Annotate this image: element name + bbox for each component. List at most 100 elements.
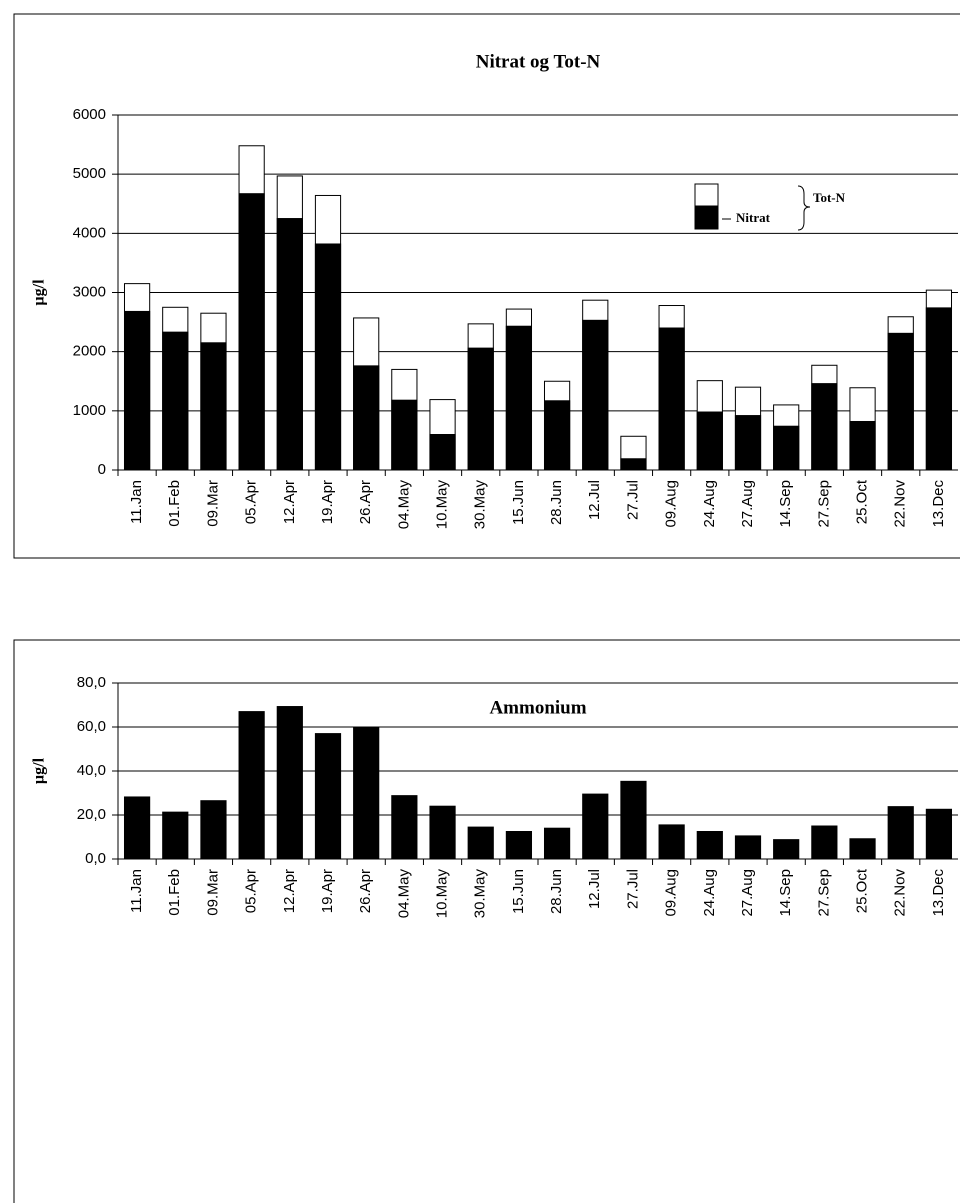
x-tick-label: 25.Oct (854, 868, 871, 913)
x-tick-label: 09.Mar (204, 869, 221, 916)
bar (505, 831, 533, 860)
bar (467, 826, 494, 860)
x-tick-label: 26.Apr (357, 480, 374, 524)
x-tick-label: 27.Sep (815, 480, 832, 528)
bar (353, 365, 380, 471)
x-tick-label: 14.Sep (777, 869, 794, 917)
bar (200, 342, 227, 471)
x-tick-label: 27.Sep (815, 869, 832, 917)
bar (429, 805, 456, 860)
x-tick-label: 27.Jul (624, 869, 641, 909)
bar (620, 780, 647, 860)
x-tick-label: 15.Jun (510, 869, 527, 914)
bar (238, 193, 265, 471)
x-tick-label: 24.Aug (701, 869, 718, 917)
y-tick-label: 0 (98, 461, 106, 478)
legend-brace (797, 185, 811, 231)
bar (200, 800, 227, 860)
x-tick-label: 10.May (434, 869, 451, 919)
x-tick-label: 14.Sep (777, 480, 794, 528)
x-tick-label: 04.May (395, 480, 412, 530)
x-tick-label: 25.Oct (854, 479, 871, 524)
chart-title: Nitrat og Tot-N (476, 51, 601, 72)
x-tick-label: 30.May (472, 480, 489, 530)
y-tick-label: 1000 (73, 402, 106, 419)
legend-swatch (694, 183, 719, 207)
legend-swatch (694, 206, 719, 230)
x-tick-label: 24.Aug (701, 480, 718, 528)
x-tick-label: 05.Apr (243, 869, 260, 913)
bar (887, 806, 914, 860)
y-tick-label: 4000 (73, 224, 106, 241)
bar (391, 795, 418, 860)
x-tick-label: 19.Apr (319, 869, 336, 913)
bar (276, 706, 303, 860)
bar (696, 411, 723, 471)
x-tick-label: 11.Jan (128, 480, 145, 524)
bar (391, 399, 418, 471)
y-tick-label: 40,0 (77, 762, 106, 779)
bar (696, 831, 723, 860)
bar (123, 796, 151, 860)
x-tick-label: 12.Jul (586, 869, 603, 909)
x-tick-label: 13.Dec (930, 480, 947, 528)
x-tick-label: 28.Jun (548, 480, 565, 525)
chart-frame (13, 639, 960, 1203)
bar (543, 827, 571, 860)
bar (658, 327, 685, 471)
x-tick-label: 01.Feb (166, 869, 183, 916)
bar (238, 711, 265, 860)
x-tick-label: 22.Nov (892, 869, 909, 917)
y-tick-label: 60,0 (77, 718, 106, 735)
x-tick-label: 27.Aug (739, 869, 756, 917)
bar (314, 733, 342, 860)
bar (849, 838, 876, 860)
bar (773, 425, 800, 471)
chart-title: Ammonium (489, 697, 586, 718)
bar (887, 332, 914, 471)
y-tick-label: 5000 (73, 165, 106, 182)
bar (925, 808, 953, 860)
bar (620, 458, 647, 471)
bar (734, 415, 762, 471)
bar (811, 825, 838, 860)
x-tick-label: 26.Apr (357, 869, 374, 913)
bar (582, 319, 609, 471)
bar (849, 420, 876, 471)
x-tick-label: 28.Jun (548, 869, 565, 914)
x-tick-label: 05.Apr (243, 480, 260, 524)
legend-label: Nitrat (736, 210, 771, 225)
y-axis-label: µg/l (31, 279, 48, 306)
chart-frame (13, 13, 960, 559)
y-tick-label: 2000 (73, 343, 106, 360)
bar (505, 325, 533, 471)
bar (429, 434, 456, 471)
bar (162, 811, 189, 860)
x-tick-label: 09.Aug (663, 480, 680, 528)
x-tick-label: 11.Jan (128, 869, 145, 913)
x-tick-label: 04.May (395, 869, 412, 919)
y-tick-label: 20,0 (77, 806, 106, 823)
bar (314, 243, 342, 471)
bar (123, 310, 151, 471)
x-tick-label: 13.Dec (930, 869, 947, 917)
bar (773, 839, 800, 860)
y-axis-label: µg/l (31, 757, 48, 784)
x-tick-label: 27.Aug (739, 480, 756, 528)
x-tick-label: 01.Feb (166, 480, 183, 527)
bar (582, 793, 609, 860)
x-tick-label: 12.Apr (281, 869, 298, 913)
bar (276, 218, 303, 471)
legend-label: Tot-N (813, 190, 846, 205)
bar (734, 835, 762, 860)
x-tick-label: 30.May (472, 869, 489, 919)
bar (467, 347, 494, 471)
x-tick-label: 15.Jun (510, 480, 527, 525)
x-tick-label: 12.Apr (281, 480, 298, 524)
x-tick-label: 27.Jul (624, 480, 641, 520)
bar (925, 307, 953, 471)
bar (811, 383, 838, 471)
y-tick-label: 3000 (73, 283, 106, 300)
